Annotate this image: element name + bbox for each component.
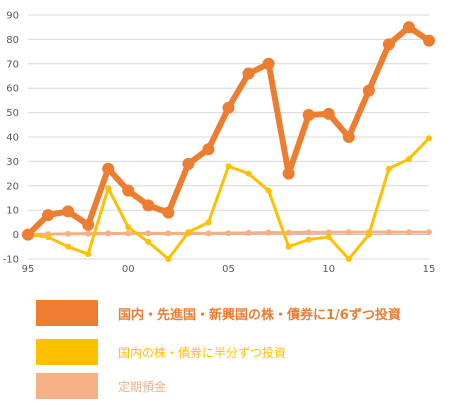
data-point bbox=[285, 243, 292, 250]
y-tick-label: 30 bbox=[6, 157, 19, 168]
data-point bbox=[325, 229, 332, 236]
data-point bbox=[345, 256, 352, 262]
data-point bbox=[302, 109, 315, 122]
series-line-2 bbox=[26, 136, 431, 261]
x-tick-label: 00 bbox=[122, 264, 135, 275]
data-point bbox=[202, 143, 215, 156]
legend-swatch-series-2 bbox=[36, 339, 98, 365]
legend-item-series-1: 国内・先進国・新興国の株・債券に1/6ずつ投資 bbox=[36, 300, 401, 326]
data-point bbox=[402, 21, 415, 34]
data-point bbox=[165, 230, 172, 237]
y-tick-label: 20 bbox=[6, 181, 19, 192]
data-point bbox=[125, 224, 132, 231]
data-point bbox=[225, 163, 232, 170]
legend-label-series-1: 国内・先進国・新興国の株・債券に1/6ずつ投資 bbox=[118, 307, 401, 323]
data-point bbox=[305, 236, 312, 243]
y-tick-label: 10 bbox=[6, 206, 19, 217]
data-point bbox=[365, 231, 372, 238]
y-axis-tick-labels: -10 0 10 20 30 40 50 60 70 80 90 bbox=[3, 11, 19, 266]
data-point bbox=[145, 230, 152, 237]
x-axis-tick-labels: 95 00 05 10 15 bbox=[22, 264, 436, 275]
series-line-1 bbox=[25, 24, 432, 238]
x-tick-label: 05 bbox=[222, 264, 235, 275]
data-point bbox=[405, 229, 412, 236]
data-point bbox=[142, 199, 155, 212]
line-chart: -10 0 10 20 30 40 50 60 70 80 90 95 00 05 10 15 bbox=[3, 11, 436, 276]
data-point bbox=[65, 230, 72, 237]
data-point bbox=[102, 162, 115, 175]
data-point bbox=[205, 219, 212, 226]
data-point bbox=[85, 251, 92, 258]
data-point bbox=[85, 230, 92, 237]
data-point bbox=[285, 229, 292, 236]
data-point bbox=[125, 230, 132, 237]
x-tick-label: 95 bbox=[22, 264, 35, 275]
data-point bbox=[245, 229, 252, 236]
legend-item-series-2: 国内の株・債券に半分ずつ投資 bbox=[36, 339, 286, 365]
series-2 bbox=[25, 135, 432, 262]
data-point bbox=[362, 84, 375, 97]
data-point bbox=[382, 38, 395, 51]
data-point bbox=[345, 229, 352, 236]
data-point bbox=[265, 229, 272, 236]
data-point bbox=[105, 230, 112, 237]
data-point bbox=[262, 57, 275, 70]
data-point bbox=[182, 157, 195, 170]
legend-label-series-3: 定期預金 bbox=[118, 379, 167, 394]
data-point bbox=[145, 238, 152, 245]
data-point bbox=[62, 205, 75, 218]
data-point bbox=[122, 184, 135, 197]
data-point bbox=[405, 155, 412, 162]
data-point bbox=[385, 229, 392, 236]
data-point bbox=[65, 243, 72, 250]
data-point bbox=[423, 34, 435, 47]
data-point bbox=[385, 165, 392, 172]
data-point bbox=[325, 234, 332, 241]
x-tick-label: 15 bbox=[423, 264, 436, 275]
data-point bbox=[42, 209, 55, 222]
y-tick-label: 0 bbox=[13, 230, 19, 241]
legend-item-series-3: 定期預金 bbox=[36, 373, 166, 399]
data-point bbox=[162, 206, 175, 219]
legend-label-series-2: 国内の株・債券に半分ずつ投資 bbox=[118, 345, 287, 360]
data-point bbox=[305, 229, 312, 236]
data-point bbox=[185, 229, 192, 236]
data-point bbox=[426, 135, 432, 142]
series-1 bbox=[22, 21, 435, 241]
y-tick-label: 80 bbox=[6, 35, 19, 46]
data-point bbox=[282, 167, 295, 180]
y-tick-label: 90 bbox=[6, 11, 19, 22]
data-point bbox=[82, 218, 95, 231]
data-point bbox=[205, 230, 212, 237]
x-tick-label: 10 bbox=[322, 264, 335, 275]
legend-swatch-series-3 bbox=[36, 373, 98, 399]
data-point bbox=[242, 67, 255, 80]
data-point bbox=[165, 256, 172, 262]
data-point bbox=[265, 187, 272, 194]
data-point bbox=[222, 101, 235, 114]
series-lines bbox=[22, 21, 435, 262]
data-point bbox=[45, 234, 52, 241]
data-point bbox=[245, 170, 252, 177]
data-point bbox=[342, 131, 355, 143]
data-point bbox=[22, 228, 34, 241]
y-tick-label: 40 bbox=[6, 133, 19, 144]
data-point bbox=[426, 229, 432, 236]
data-point bbox=[322, 107, 335, 120]
y-tick-label: 50 bbox=[6, 108, 19, 119]
legend-swatch-series-1 bbox=[36, 300, 98, 326]
y-tick-label: 60 bbox=[6, 84, 19, 95]
data-point bbox=[225, 230, 232, 237]
y-tick-label: -10 bbox=[3, 255, 19, 266]
data-point bbox=[105, 185, 112, 192]
y-tick-label: 70 bbox=[6, 59, 19, 70]
